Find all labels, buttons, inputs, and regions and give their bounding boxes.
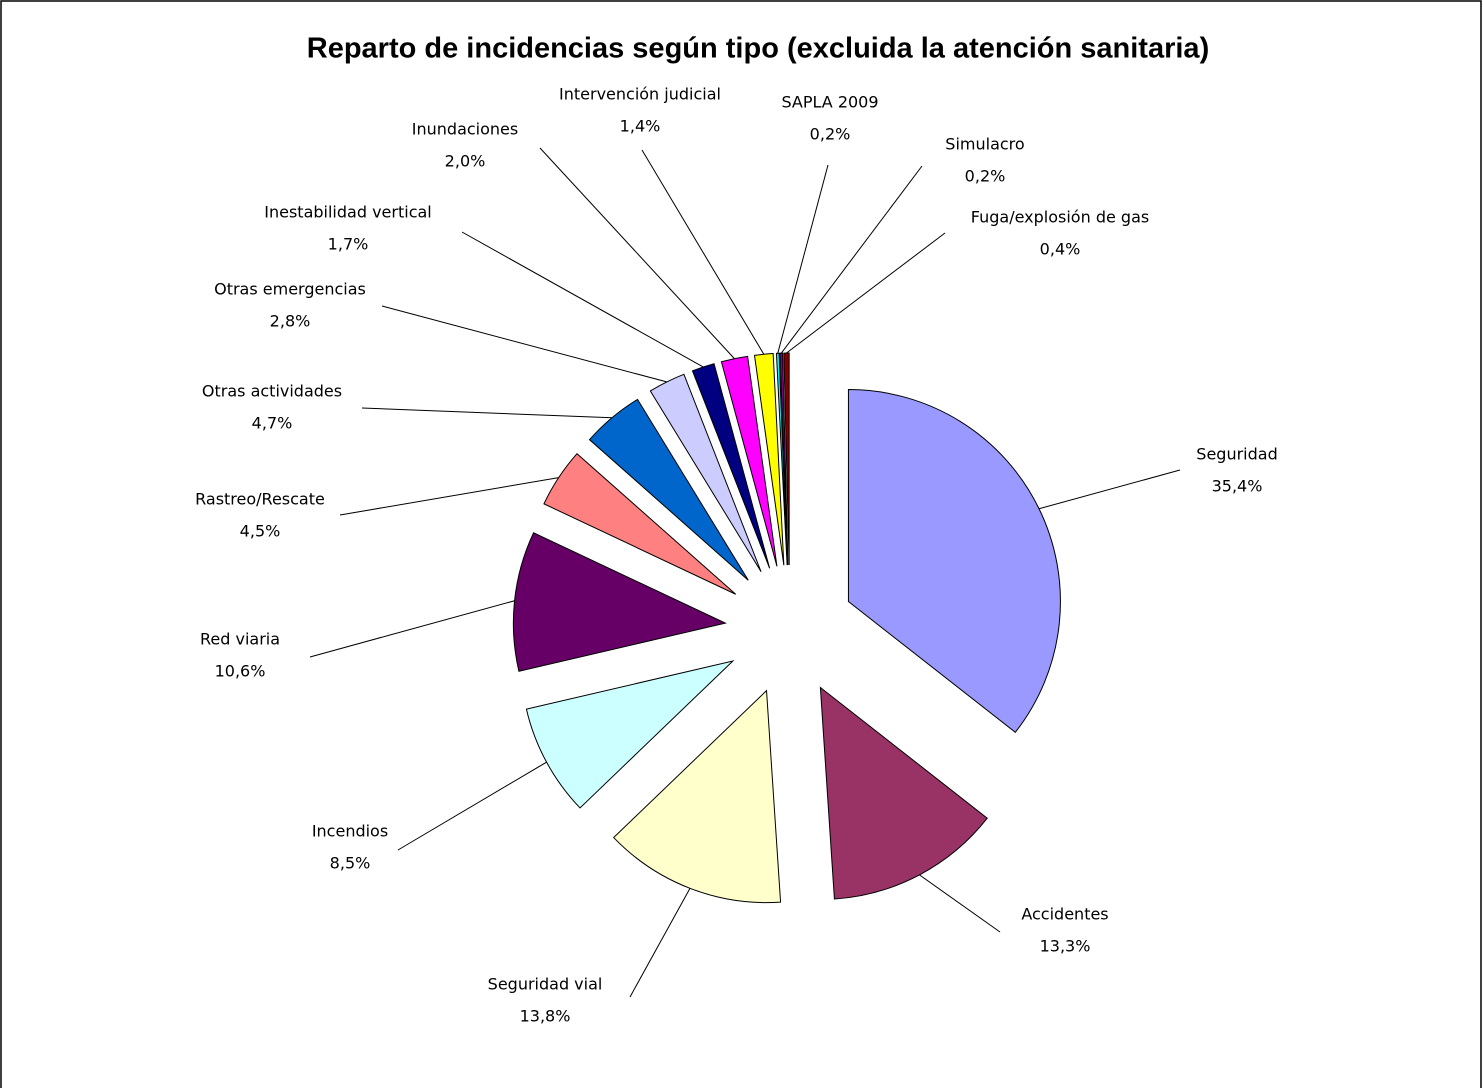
- leader-line: [381, 305, 667, 383]
- pie-slice: [588, 398, 749, 581]
- slice-label: Fuga/explosión de gas: [971, 208, 1149, 227]
- slice-label: Rastreo/Rescate: [195, 490, 325, 509]
- slice-value: 13,3%: [1040, 937, 1091, 956]
- leader-line: [339, 477, 559, 516]
- pie-slice: [819, 686, 988, 900]
- slice-value: 1,4%: [620, 117, 661, 136]
- leader-line: [461, 231, 704, 368]
- slice-label: Simulacro: [945, 135, 1024, 154]
- slice-value: 0,2%: [965, 167, 1006, 186]
- slice-label: Accidentes: [1021, 905, 1108, 924]
- slice-label: Seguridad: [1196, 445, 1277, 464]
- slice-label: Inestabilidad vertical: [264, 203, 431, 222]
- slice-label: Otras emergencias: [214, 280, 366, 299]
- slice-value: 4,5%: [240, 522, 281, 541]
- leader-line: [780, 165, 923, 354]
- slice-value: 1,7%: [328, 235, 369, 254]
- slice-value: 0,2%: [810, 125, 851, 144]
- slice-label: Red viaria: [200, 630, 280, 649]
- leader-line: [641, 149, 765, 355]
- leader-line: [1038, 469, 1181, 510]
- slice-value: 8,5%: [330, 854, 371, 873]
- pie-slice: [775, 352, 788, 566]
- slice-value: 2,8%: [270, 312, 311, 331]
- leader-line: [786, 232, 946, 354]
- slice-value: 13,8%: [520, 1007, 571, 1026]
- slice-value: 10,6%: [215, 662, 266, 681]
- slice-label: SAPLA 2009: [781, 93, 878, 112]
- slice-label: Otras actividades: [202, 382, 342, 401]
- slice-value: 4,7%: [252, 414, 293, 433]
- leader-line: [309, 600, 515, 658]
- pie-slice: [543, 453, 737, 595]
- slice-label: Seguridad vial: [488, 975, 603, 994]
- leader-line: [539, 147, 735, 359]
- pie-slice: [612, 689, 782, 904]
- leader-line: [919, 874, 1001, 933]
- slice-label: Incendios: [312, 822, 388, 841]
- pie-slice: [753, 353, 785, 566]
- slice-label: Inundaciones: [412, 120, 518, 139]
- leader-line: [361, 407, 613, 419]
- chart-title: Reparto de incidencias según tipo (exclu…: [307, 33, 1209, 65]
- slice-value: 2,0%: [445, 152, 486, 171]
- slice-value: 0,4%: [1040, 240, 1081, 259]
- slice-value: 35,4%: [1212, 477, 1263, 496]
- leader-line: [397, 761, 547, 851]
- pie-slice: [691, 363, 771, 569]
- slice-label: Intervención judicial: [559, 85, 721, 104]
- leader-line: [777, 164, 829, 354]
- leader-line: [629, 888, 691, 998]
